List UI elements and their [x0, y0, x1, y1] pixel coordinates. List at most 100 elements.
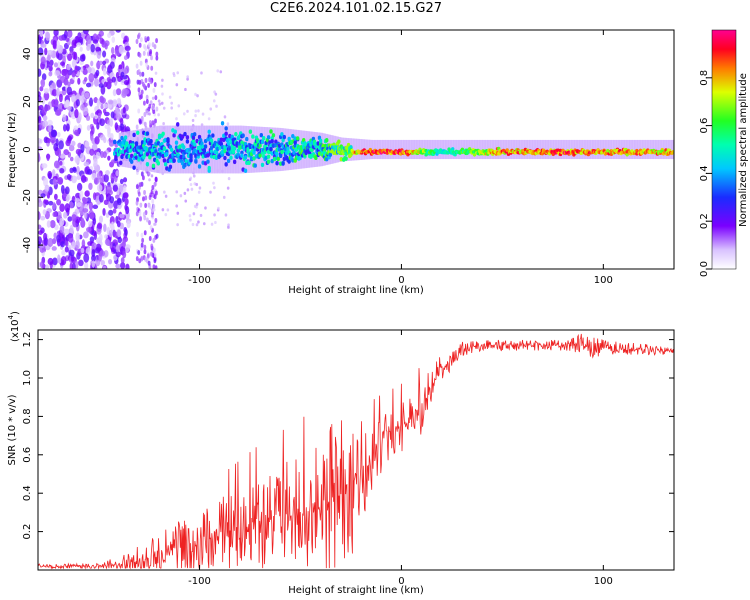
spectrogram-speckle — [88, 182, 93, 191]
spectrogram-speckle — [150, 65, 154, 71]
spectrogram-speckle — [38, 261, 41, 268]
spectrogram-band — [420, 139, 424, 160]
spectrogram-speckle — [115, 263, 121, 269]
spectrogram-speckle — [47, 170, 53, 179]
spectrogram-speckle — [126, 220, 131, 229]
spectrogram-speckle — [48, 65, 53, 72]
spectrogram-speckle — [89, 212, 95, 220]
spectrogram-band — [282, 134, 287, 140]
spectrogram-speckle — [141, 81, 145, 87]
spectrogram-speckle — [144, 203, 148, 209]
spectrogram-panel: -100 0 100 40 20 0 -20 -40 Height of straight … — [7, 29, 675, 296]
spectrogram-band — [278, 153, 283, 159]
spectrogram-speckle — [84, 140, 90, 148]
spectrogram-speckle — [143, 244, 147, 250]
spectrogram-speckle — [160, 101, 164, 105]
spectrogram-band — [113, 139, 117, 145]
spectrogram-speckle — [151, 96, 155, 100]
spectrogram-band — [241, 133, 245, 138]
spectrogram-speckle — [86, 44, 91, 52]
spectrogram-band — [391, 139, 394, 160]
spectrogram-speckle — [85, 82, 92, 88]
spectrogram-speckle — [147, 260, 151, 266]
spectrogram-speckle — [86, 226, 92, 233]
spectrogram-band — [260, 162, 265, 168]
spectrogram-band — [412, 139, 415, 160]
spectrogram-band — [176, 122, 180, 127]
spectrogram-speckle — [38, 152, 41, 162]
spectrogram-band — [169, 147, 174, 153]
spectrogram-speckle — [102, 50, 107, 58]
spectrogram-speckle — [186, 75, 189, 79]
spectrogram-band — [226, 158, 231, 164]
spectrogram-speckle — [154, 95, 158, 101]
spectrogram-speckle — [52, 39, 57, 49]
spectrogram-speckle — [103, 173, 109, 183]
spectrogram-speckle — [227, 225, 230, 229]
spectrogram-band — [285, 150, 289, 156]
y-tick-label: 0.8 — [22, 408, 33, 424]
spectrogram-band — [207, 165, 211, 171]
spectrogram-speckle — [183, 191, 187, 195]
spectrogram-speckle — [195, 223, 199, 227]
spectrogram-speckle — [155, 51, 159, 57]
spectrogram-band — [407, 139, 411, 160]
spectrogram-speckle — [118, 64, 123, 70]
spectrogram-band — [252, 156, 256, 161]
spectrogram-band — [125, 131, 128, 168]
spectrogram-band — [248, 129, 253, 134]
spectrogram-band — [579, 139, 582, 160]
spectrogram-speckle — [135, 38, 139, 44]
spectrogram-speckle — [97, 222, 103, 230]
spectrogram-band — [266, 159, 271, 164]
spectrogram-speckle — [226, 186, 230, 190]
spectrogram-speckle — [94, 114, 99, 120]
spectrogram-band — [672, 139, 674, 160]
spectrogram-speckle — [176, 211, 180, 215]
spectrogram-speckle — [148, 172, 151, 176]
spectrogram-speckle — [57, 177, 64, 185]
spectrogram-speckle — [116, 229, 121, 238]
spectrogram-speckle — [54, 109, 61, 116]
spectrogram-speckle — [47, 49, 53, 56]
spectrogram-speckle — [66, 86, 73, 96]
spectrogram-speckle — [143, 100, 146, 106]
spectrogram-speckle — [49, 59, 54, 66]
spectrogram-band — [457, 139, 461, 160]
spectrogram-speckle — [138, 210, 142, 216]
spectrogram-band — [359, 139, 362, 160]
spectrogram-speckle — [108, 140, 115, 147]
spectrogram-band — [293, 143, 297, 148]
spectrogram-speckle — [56, 198, 61, 206]
spectrogram-band — [155, 126, 159, 173]
spectrogram-speckle — [168, 95, 172, 99]
spectrogram-speckle — [139, 37, 143, 43]
y-tick-label: 1.0 — [22, 370, 33, 386]
spectrogram-band — [632, 139, 635, 160]
spectrogram-band — [239, 125, 243, 174]
spectrogram-speckle — [189, 218, 192, 222]
spectrogram-speckle — [176, 71, 180, 75]
spectrogram-speckle — [152, 203, 156, 209]
colorbar-tick-label: 0.0 — [699, 261, 710, 277]
spectrogram-speckle — [143, 230, 147, 236]
y-tick-label: 20 — [22, 95, 33, 108]
spectrogram-band — [114, 154, 118, 160]
spectrogram-band — [161, 131, 165, 136]
spectrogram-speckle — [114, 122, 119, 131]
spectrogram-speckle — [146, 253, 150, 259]
spectrogram-band — [287, 136, 291, 142]
spectrogram-speckle — [99, 177, 103, 185]
spectrogram-speckle — [93, 77, 99, 87]
spectrogram-speckle — [64, 203, 71, 213]
spectrogram-speckle — [153, 222, 156, 226]
spectrogram-band — [223, 148, 227, 154]
spectrogram-band — [173, 129, 177, 134]
spectrogram-speckle — [58, 140, 64, 150]
spectrogram-speckle — [186, 109, 189, 113]
spectrogram-speckle — [63, 211, 68, 219]
spectrogram-speckle — [57, 52, 63, 61]
spectrogram-speckle — [150, 251, 153, 257]
spectrogram-band — [314, 132, 317, 167]
spectrogram-speckle — [80, 104, 85, 111]
